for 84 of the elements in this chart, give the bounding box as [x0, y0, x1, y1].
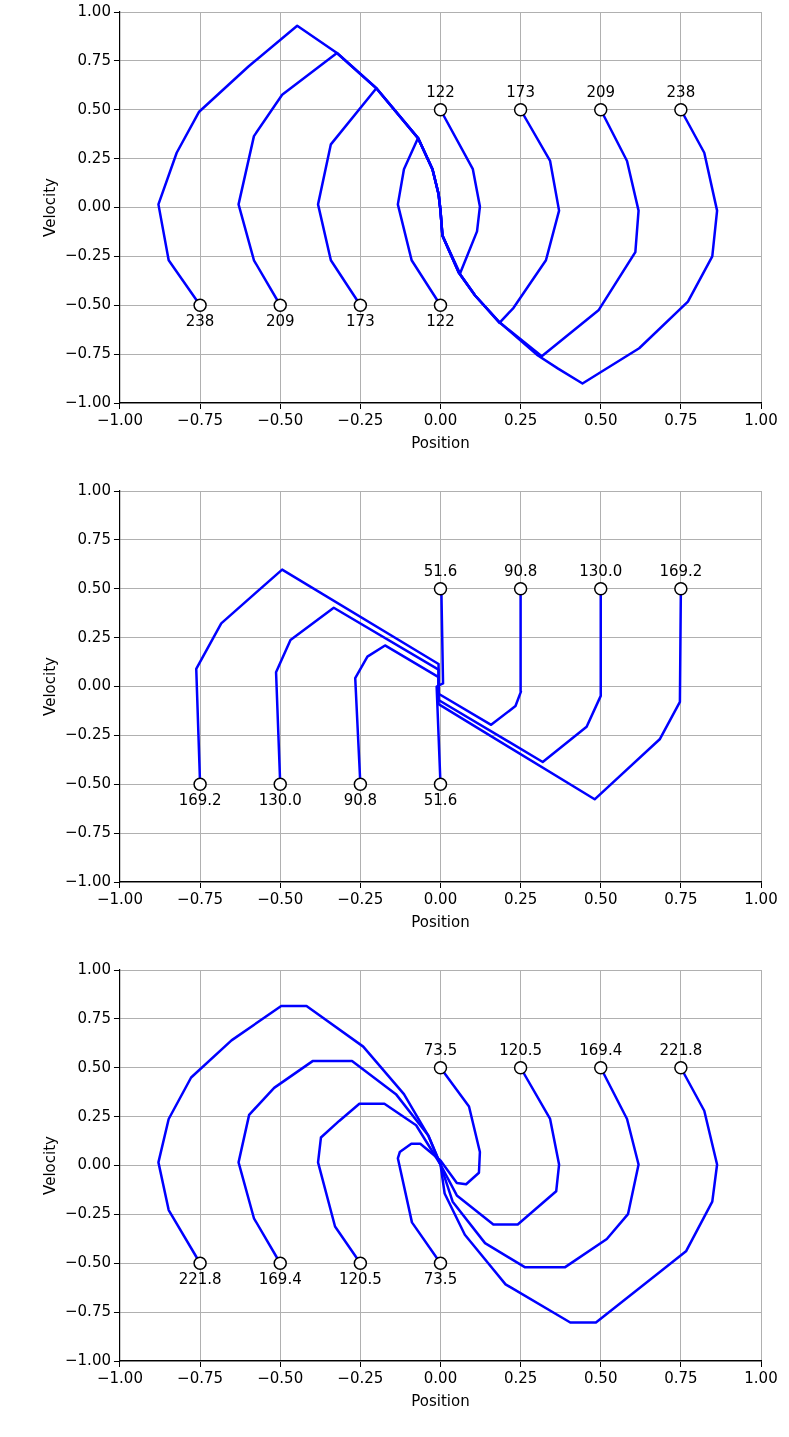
annotation: 238	[185, 311, 215, 330]
annotation: 51.6	[423, 790, 458, 809]
x-axis-title: Position	[411, 912, 470, 931]
annotation: 173	[506, 83, 535, 102]
x-tick-label: −0.75	[177, 410, 224, 429]
annotation: 169.4	[258, 1269, 302, 1288]
annotation: 120.5	[338, 1269, 382, 1288]
y-tick-label: 0.25	[77, 1106, 111, 1125]
y-tick-label: −1.00	[65, 392, 111, 411]
x-tick-label: 0.50	[584, 1368, 618, 1387]
x-tick-label: 1.00	[744, 1368, 778, 1387]
x-tick-label: 0.25	[503, 410, 538, 429]
y-tick-label: 1.00	[77, 959, 111, 978]
annotation: 130.0	[579, 562, 623, 581]
y-tick-label: 1.00	[77, 480, 111, 499]
x-tick-label: −1.00	[96, 1368, 143, 1387]
y-tick-label: −0.75	[65, 344, 111, 363]
annotation: 73.5	[423, 1269, 458, 1288]
x-tick-label: −0.25	[337, 1368, 384, 1387]
y-tick-label: −0.75	[65, 1302, 111, 1321]
y-tick-label: 0.50	[77, 578, 111, 597]
x-tick-label: −0.50	[257, 410, 304, 429]
annotation: 209	[265, 311, 295, 330]
annotation: 221.8	[659, 1041, 703, 1060]
annotation: 169.2	[178, 790, 222, 809]
annotation: 122	[426, 311, 455, 330]
y-tick-label: 0.50	[77, 99, 111, 118]
annotation: 130.0	[258, 790, 302, 809]
x-tick-label: −1.00	[96, 410, 143, 429]
annotation: 122	[426, 83, 455, 102]
x-tick-label: −0.25	[337, 889, 384, 908]
y-tick-label: −0.75	[65, 823, 111, 842]
x-tick-label: −0.25	[337, 410, 384, 429]
x-tick-label: 1.00	[744, 410, 778, 429]
x-tick-label: 0.75	[664, 410, 698, 429]
y-tick-label: −0.50	[65, 1253, 111, 1272]
y-tick-label: −0.25	[65, 725, 111, 744]
y-tick-label: −1.00	[65, 1350, 111, 1369]
annotation: 238	[666, 83, 696, 102]
x-tick-label: 0.75	[664, 889, 698, 908]
y-tick-label: 0.25	[77, 627, 111, 646]
y-tick-label: −0.25	[65, 246, 111, 265]
y-tick-label: 0.75	[77, 50, 111, 69]
y-tick-label: 0.75	[77, 1008, 111, 1027]
y-axis-title: Velocity	[40, 177, 59, 237]
y-tick-label: −0.50	[65, 774, 111, 793]
x-tick-label: −0.50	[257, 1368, 304, 1387]
x-tick-label: 1.00	[744, 889, 778, 908]
y-tick-label: 0.00	[77, 1155, 111, 1174]
x-tick-label: 0.75	[664, 1368, 698, 1387]
annotation: 90.8	[503, 562, 538, 581]
y-tick-label: 0.25	[77, 148, 111, 167]
x-tick-label: 0.50	[584, 889, 618, 908]
annotation: 120.5	[499, 1041, 543, 1060]
annotation: 221.8	[178, 1269, 222, 1288]
x-tick-label: −1.00	[96, 889, 143, 908]
x-tick-label: 0.50	[584, 410, 618, 429]
y-axis-title: Velocity	[40, 1135, 59, 1195]
x-tick-label: 0.25	[503, 889, 538, 908]
annotation: 73.5	[423, 1041, 458, 1060]
y-tick-label: 0.00	[77, 197, 111, 216]
y-tick-label: −0.50	[65, 295, 111, 314]
annotation: 169.4	[579, 1041, 623, 1060]
x-tick-label: −0.50	[257, 889, 304, 908]
annotation: 169.2	[659, 562, 703, 581]
annotation: 209	[586, 83, 616, 102]
y-tick-label: 1.00	[77, 1, 111, 20]
x-axis-title: Position	[411, 433, 470, 452]
y-tick-label: −0.25	[65, 1204, 111, 1223]
y-tick-label: −1.00	[65, 871, 111, 890]
annotation: 173	[346, 311, 375, 330]
y-tick-label: 0.50	[77, 1057, 111, 1076]
x-tick-label: 0.00	[423, 1368, 458, 1387]
x-axis-title: Position	[411, 1391, 470, 1410]
x-tick-label: 0.00	[423, 410, 458, 429]
annotation: 51.6	[423, 562, 458, 581]
y-tick-label: 0.00	[77, 676, 111, 695]
x-tick-label: −0.75	[177, 889, 224, 908]
x-tick-label: 0.25	[503, 1368, 538, 1387]
annotation: 90.8	[343, 790, 378, 809]
y-tick-label: 0.75	[77, 529, 111, 548]
x-tick-label: −0.75	[177, 1368, 224, 1387]
x-tick-label: 0.00	[423, 889, 458, 908]
y-axis-title: Velocity	[40, 656, 59, 716]
